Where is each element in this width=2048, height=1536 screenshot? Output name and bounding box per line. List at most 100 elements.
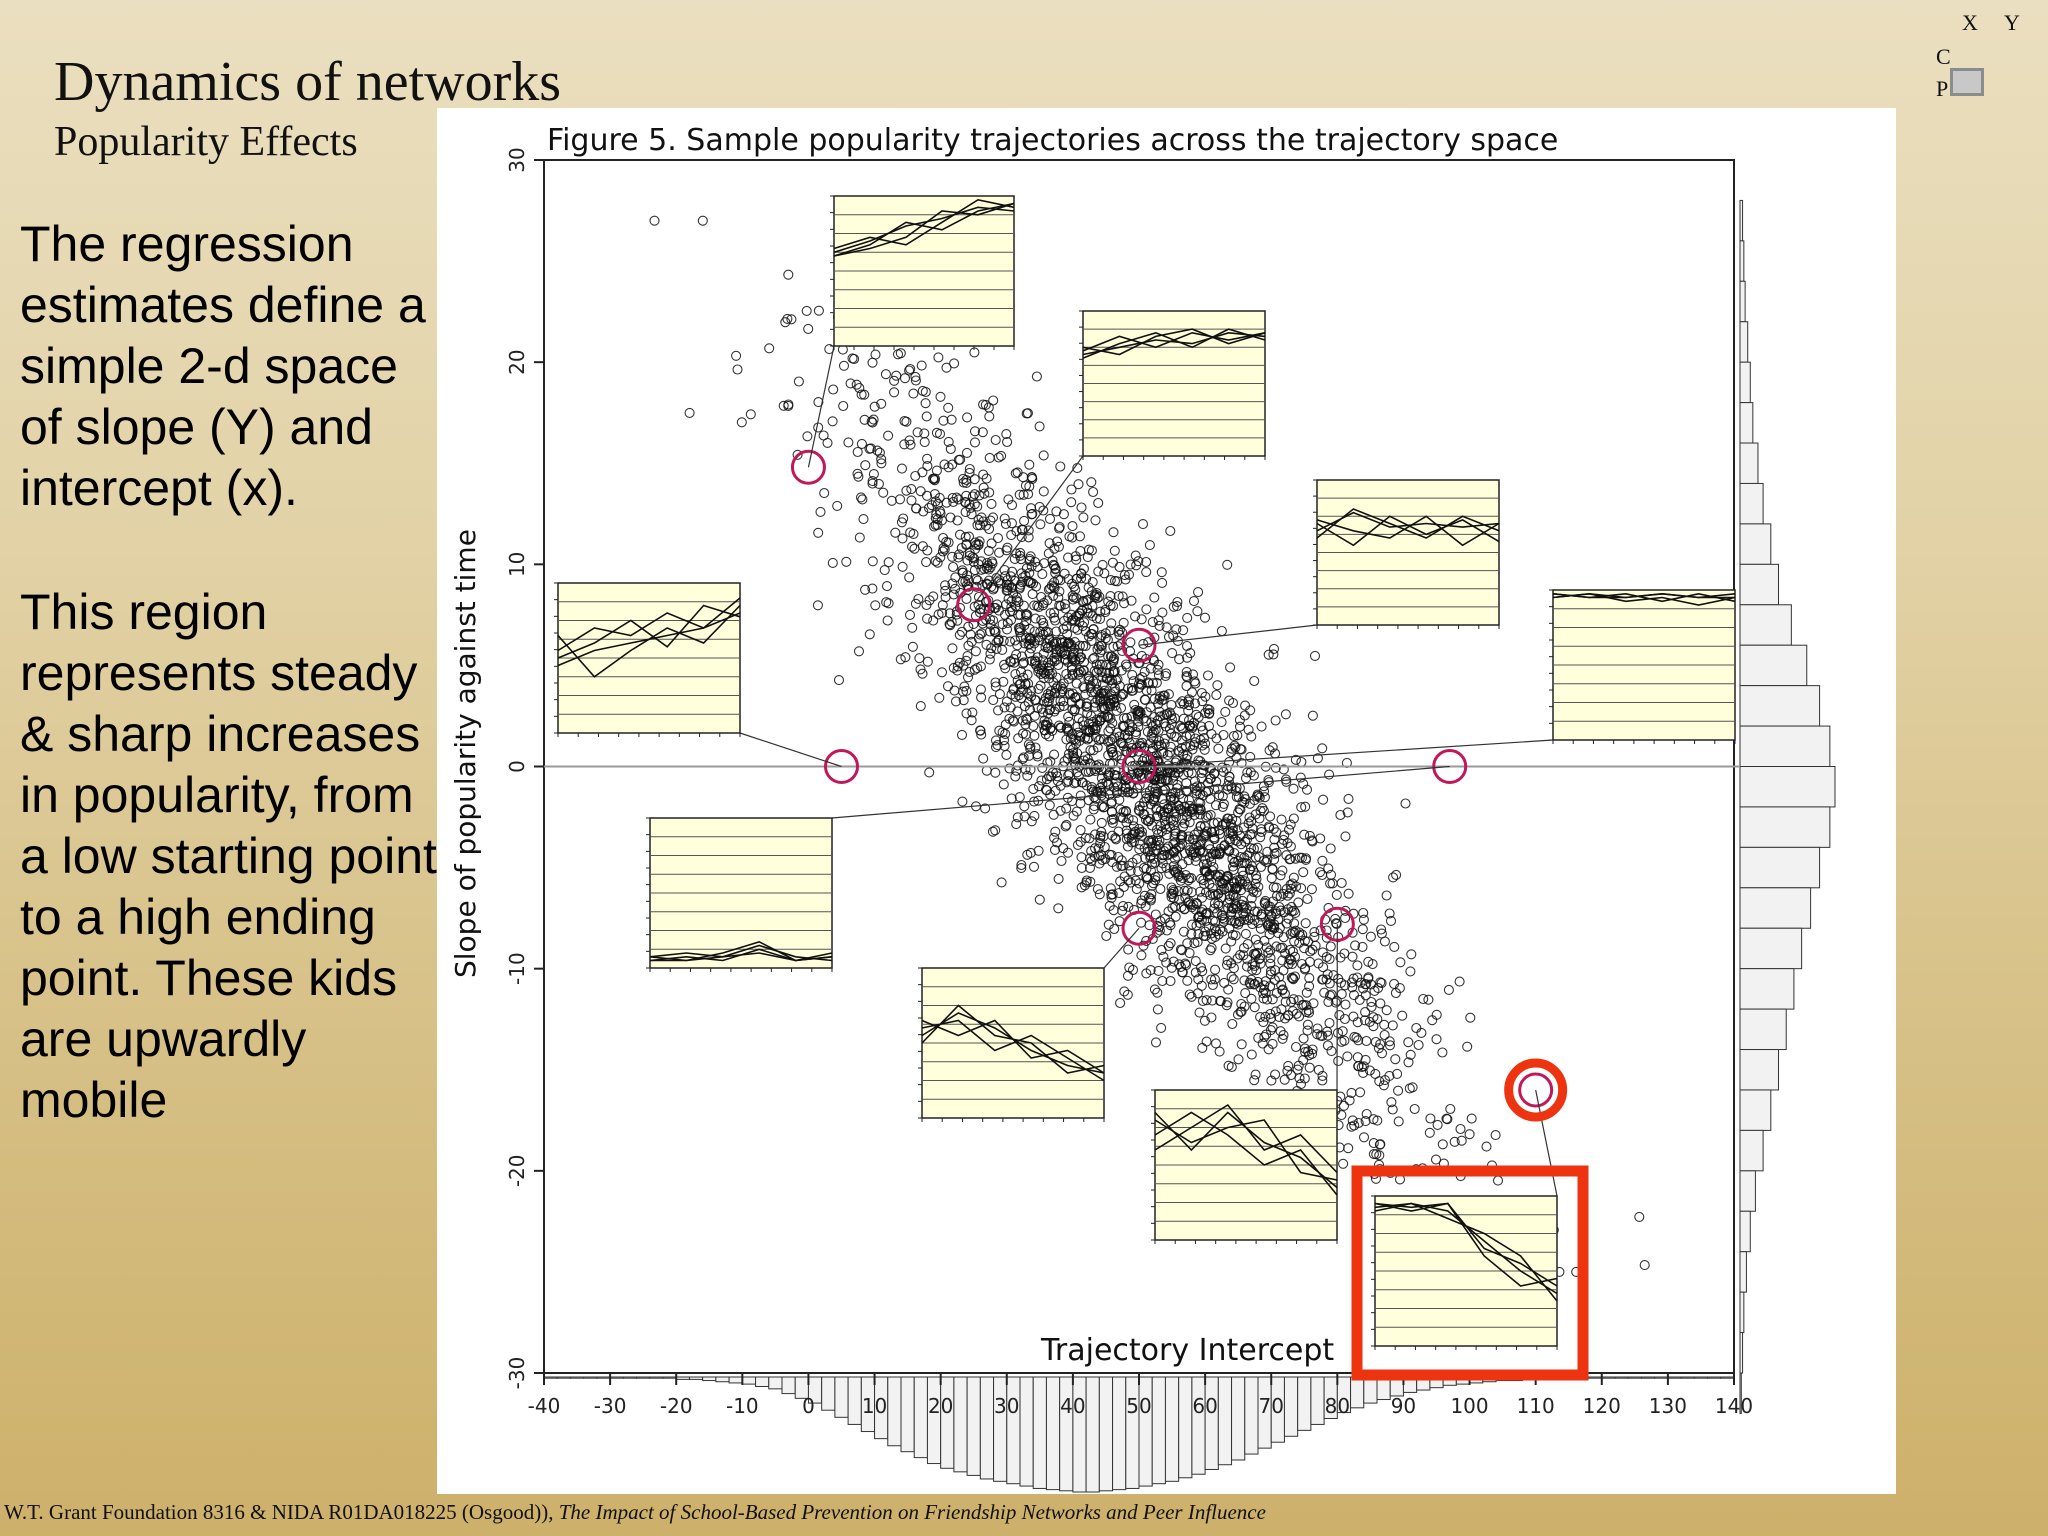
scatter-point — [1110, 832, 1121, 844]
scatter-point — [1117, 627, 1128, 638]
scatter-point — [1224, 890, 1235, 901]
scatter-point — [1227, 813, 1238, 825]
scatter-point — [880, 369, 891, 380]
scatter-point — [1148, 846, 1159, 857]
scatter-point — [1138, 809, 1149, 820]
scatter-point — [1190, 678, 1201, 689]
scatter-point — [1443, 984, 1454, 995]
scatter-point — [991, 643, 1002, 654]
scatter-point — [1437, 1139, 1448, 1150]
scatter-point — [1317, 855, 1328, 866]
scatter-point — [1298, 867, 1309, 878]
scatter-point — [1216, 625, 1227, 637]
scatter-point — [1158, 845, 1170, 857]
scatter-point — [990, 626, 1001, 638]
scatter-point — [1072, 667, 1083, 678]
scatter-point — [1240, 700, 1251, 711]
scatter-point — [1033, 845, 1044, 856]
scatter-point — [1089, 666, 1100, 677]
scatter-point — [895, 654, 906, 665]
scatter-point — [1056, 855, 1067, 867]
scatter-point — [975, 684, 986, 695]
sample-marker-circle — [1432, 749, 1468, 784]
x-histogram-bar — [715, 1376, 730, 1383]
scatter-point — [988, 395, 999, 406]
scatter-point — [1001, 749, 1012, 760]
scatter-point — [649, 215, 660, 226]
scatter-point — [1166, 714, 1178, 725]
scatter-point — [1183, 715, 1195, 726]
scatter-point — [1245, 705, 1256, 716]
scatter-point — [1052, 536, 1063, 547]
scatter-point — [1202, 670, 1214, 681]
scatter-point — [1389, 978, 1400, 989]
scatter-point — [1205, 945, 1216, 956]
scatter-point — [1095, 647, 1106, 658]
corner-nav-box[interactable] — [1950, 68, 1984, 96]
scatter-point — [1212, 680, 1223, 691]
scatter-point — [985, 562, 996, 573]
x-histogram-bar — [1231, 1376, 1246, 1461]
scatter-point — [1053, 541, 1064, 552]
scatter-point — [1143, 677, 1154, 688]
scatter-point — [1389, 941, 1400, 952]
scatter-point — [1278, 764, 1289, 775]
x-histogram-bar — [1601, 1376, 1616, 1379]
scatter-point — [1054, 644, 1065, 655]
scatter-point — [1010, 635, 1021, 646]
x-histogram-bar — [1098, 1376, 1114, 1492]
scatter-point — [1140, 901, 1151, 912]
scatter-point — [1232, 1009, 1244, 1020]
scatter-point — [1053, 659, 1064, 671]
scatter-point — [1265, 966, 1277, 977]
scatter-point — [1218, 798, 1229, 809]
scatter-point — [886, 495, 897, 506]
scatter-point — [1276, 1004, 1287, 1015]
scatter-point — [1288, 783, 1299, 794]
y-histogram-bar — [1739, 846, 1821, 889]
scatter-point — [955, 454, 966, 465]
scatter-point — [1081, 595, 1092, 607]
scatter-point — [1167, 902, 1178, 913]
scatter-point — [1139, 797, 1150, 808]
scatter-point — [1033, 602, 1044, 613]
scatter-point — [1227, 861, 1239, 872]
scatter-point — [1403, 1057, 1414, 1068]
scatter-point — [1063, 574, 1074, 585]
scatter-point — [782, 313, 793, 324]
scatter-point — [1239, 791, 1250, 802]
scatter-point — [1096, 826, 1107, 838]
sample-marker-circle — [956, 587, 992, 623]
scatter-point — [1375, 977, 1386, 988]
scatter-point — [1209, 768, 1220, 779]
scatter-point — [1050, 826, 1061, 837]
scatter-point — [1403, 1037, 1414, 1048]
scatter-point — [1361, 1108, 1372, 1120]
scatter-point — [1084, 675, 1095, 686]
scatter-point — [1277, 865, 1288, 876]
inset-trajectory-line — [1316, 515, 1500, 547]
scatter-point — [1055, 461, 1066, 472]
scatter-point — [1061, 723, 1072, 734]
scatter-point — [1193, 805, 1204, 816]
scatter-point — [1009, 553, 1020, 564]
scatter-point — [1213, 888, 1224, 899]
scatter-point — [998, 735, 1010, 746]
scatter-point — [1016, 693, 1027, 704]
scatter-point — [921, 411, 932, 422]
scatter-point — [1198, 859, 1209, 870]
scatter-point — [1237, 895, 1248, 906]
scatter-point — [874, 447, 885, 458]
scatter-point — [1233, 919, 1244, 930]
scatter-point — [1003, 494, 1014, 505]
scatter-point — [1018, 472, 1029, 483]
scatter-point — [1092, 787, 1103, 798]
scatter-point — [1069, 643, 1080, 654]
scatter-point — [962, 672, 974, 683]
scatter-point — [1166, 718, 1177, 730]
scatter-point — [1139, 753, 1150, 764]
scatter-point — [1109, 545, 1120, 556]
scatter-point — [731, 350, 742, 361]
scatter-point — [1384, 1036, 1395, 1047]
scatter-chart: Figure 5. Sample popularity trajectories… — [449, 123, 1836, 1493]
